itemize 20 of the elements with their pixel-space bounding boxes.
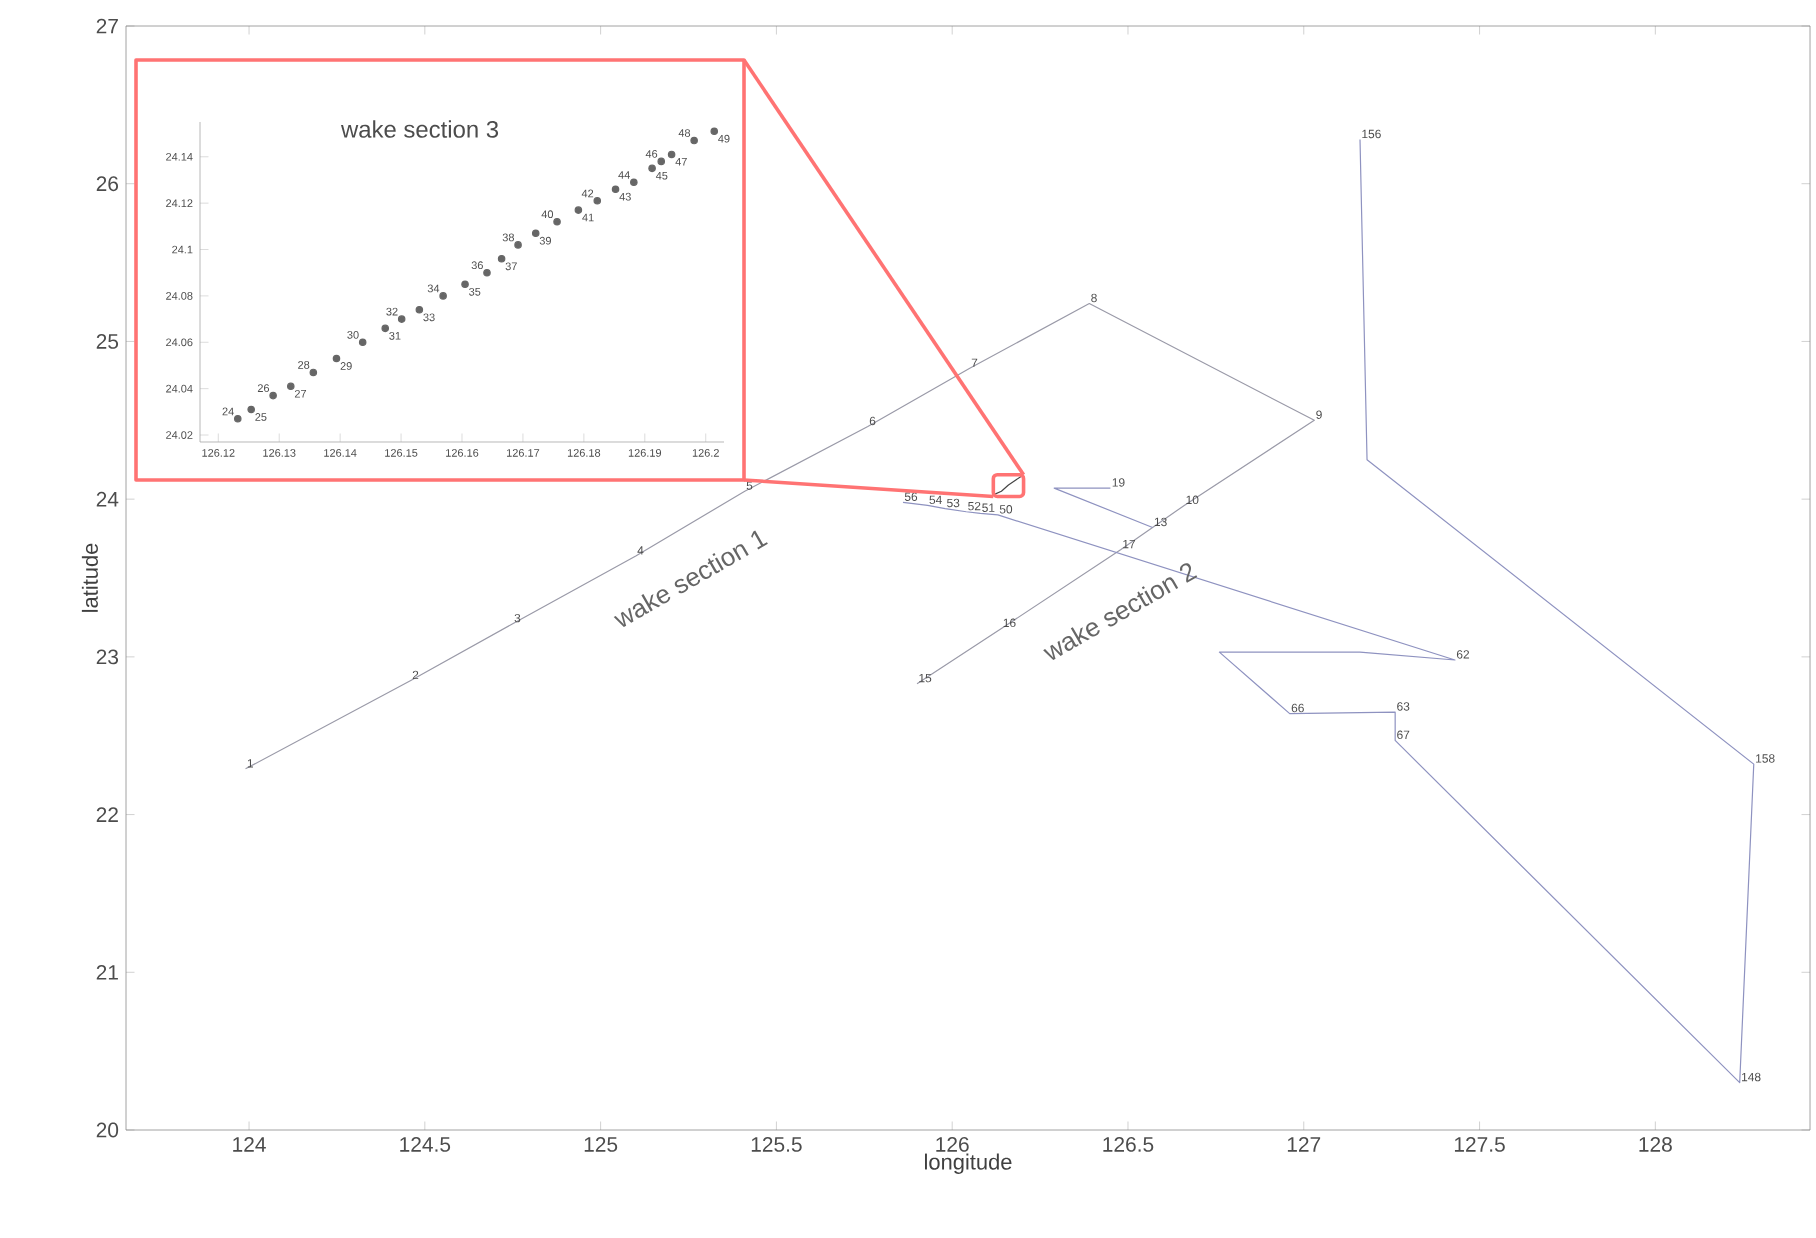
x-tick-label: 128: [1639, 1137, 1672, 1152]
y-tick-label: 25: [96, 334, 119, 349]
x-tick-label: 124: [233, 1137, 266, 1152]
y-tick-label: 23: [96, 649, 119, 665]
x-tick-label: 127: [1287, 1137, 1321, 1152]
y-tick-label: 20: [96, 1122, 119, 1138]
x-axis-title: longitude: [924, 1153, 1012, 1174]
x-tick-label: 125: [584, 1137, 618, 1152]
x-tick-label: 124.5: [400, 1137, 451, 1152]
x-tick-label: 126: [936, 1137, 969, 1152]
chart-title: wake section 3: [340, 120, 499, 138]
y-tick-label: 21: [96, 965, 118, 980]
y-tick-label: 26: [96, 176, 119, 192]
x-tick-label: 126.5: [1103, 1137, 1154, 1152]
x-tick-label: 125.5: [751, 1137, 802, 1152]
y-tick-label: 27: [96, 18, 118, 34]
y-tick-label: 24: [96, 491, 119, 507]
y-axis-title: latitude: [81, 543, 98, 612]
y-tick-label: 22: [96, 807, 118, 822]
x-tick-label: 127.5: [1454, 1137, 1505, 1152]
